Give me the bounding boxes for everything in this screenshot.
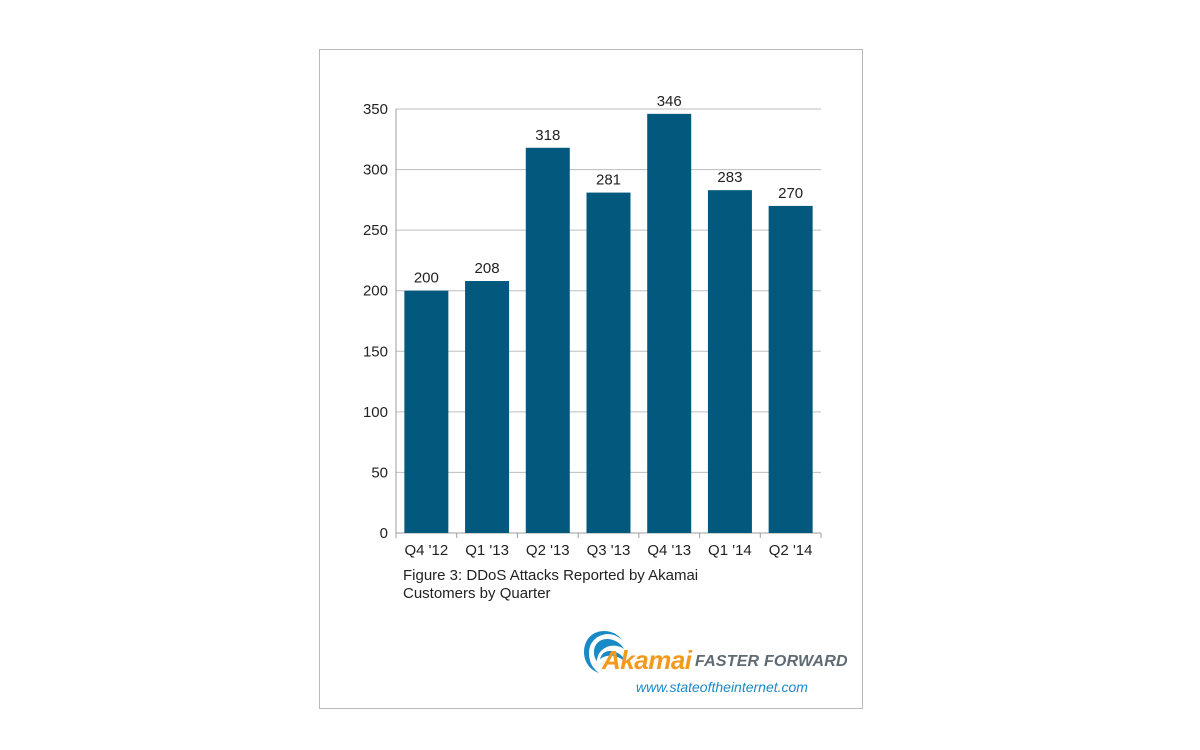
x-tick-label: Q1 '14 xyxy=(708,542,752,559)
data-label: 200 xyxy=(414,270,439,287)
y-tick-label: 0 xyxy=(380,525,388,542)
y-tick-label: 50 xyxy=(371,464,388,481)
data-label: 270 xyxy=(778,185,803,202)
y-tick-label: 350 xyxy=(363,101,388,118)
bar xyxy=(525,147,570,533)
data-label: 208 xyxy=(475,260,500,277)
y-tick-label: 100 xyxy=(363,404,388,421)
y-tick-label: 150 xyxy=(363,343,388,360)
bar xyxy=(586,192,631,534)
data-label: 346 xyxy=(657,93,682,110)
brand-name: Akamai xyxy=(602,645,692,675)
x-tick-label: Q2 '13 xyxy=(526,542,570,559)
y-tick-label: 200 xyxy=(363,283,388,300)
x-tick-label: Q2 '14 xyxy=(769,542,813,559)
x-tick-label: Q4 '13 xyxy=(647,542,691,559)
brand-url[interactable]: www.stateoftheinternet.com xyxy=(636,679,808,695)
y-tick-label: 300 xyxy=(363,162,388,179)
akamai-wave-icon xyxy=(584,631,625,673)
bar xyxy=(404,290,449,533)
caption-line-2: Customers by Quarter xyxy=(403,585,551,602)
data-label: 281 xyxy=(596,172,621,189)
akamai-branding: Akamai FASTER FORWARD www.stateoftheinte… xyxy=(580,628,852,698)
brand-tagline: FASTER FORWARD xyxy=(695,653,848,670)
y-tick-label: 250 xyxy=(363,222,388,239)
x-tick-label: Q4 '12 xyxy=(404,542,448,559)
data-label: 283 xyxy=(717,169,742,186)
figure-caption: Figure 3: DDoS Attacks Reported by Akama… xyxy=(403,567,743,603)
bar xyxy=(768,205,813,533)
bar xyxy=(647,113,692,534)
bar xyxy=(707,190,752,533)
caption-line-1: Figure 3: DDoS Attacks Reported by Akama… xyxy=(403,567,699,584)
x-tick-label: Q3 '13 xyxy=(587,542,631,559)
data-label: 318 xyxy=(535,127,560,144)
x-tick-label: Q1 '13 xyxy=(465,542,509,559)
bar xyxy=(465,281,510,533)
